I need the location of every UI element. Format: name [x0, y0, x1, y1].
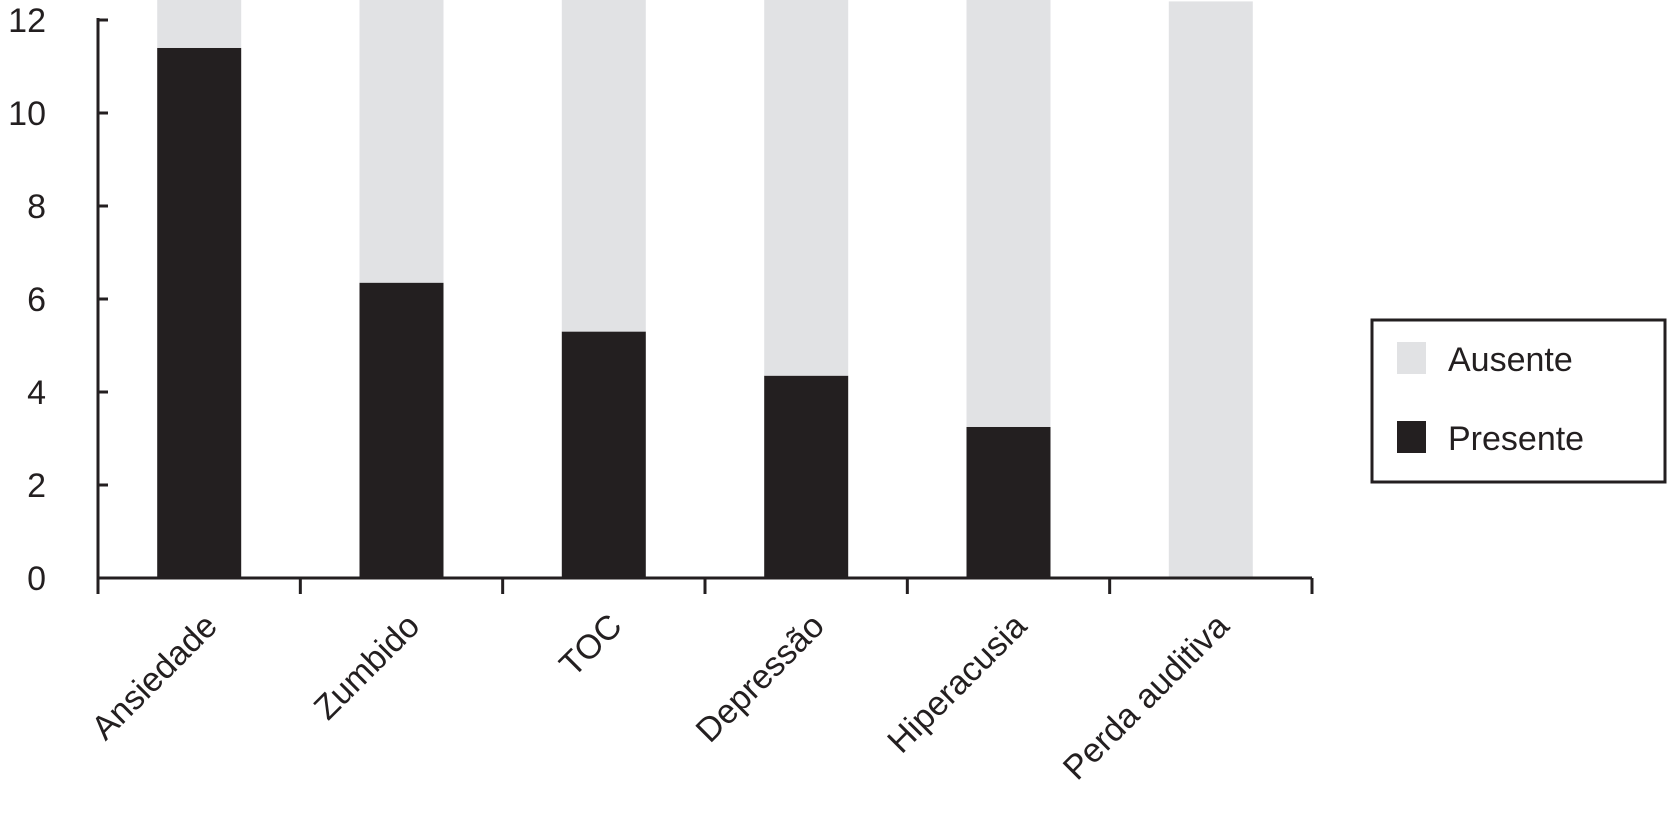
bar-ausente-ansiedade [157, 0, 242, 48]
bars-group [157, 0, 1253, 578]
bar-ausente-zumbido [359, 0, 444, 283]
legend-swatch-ausente [1397, 342, 1426, 374]
legend-swatch-presente [1397, 421, 1426, 453]
x-tick-label-depressao: Depressão [689, 607, 832, 750]
legend: Ausente Presente [1370, 318, 1667, 484]
y-tick-label-4: 4 [27, 374, 46, 412]
x-axis: Ansiedade Zumbido TOC Depressão Hiperacusia P… [84, 576, 1314, 788]
x-tick-label-perda-auditiva: Perda auditiva [1056, 607, 1237, 788]
bar-presente-hiperacusia [966, 426, 1051, 578]
y-tick-label-12: 12 [8, 2, 46, 40]
x-tick-label-toc: TOC [552, 607, 629, 684]
y-axis: 0 2 4 6 8 10 12 [8, 2, 108, 598]
bar-presente-depressao [764, 375, 849, 578]
bar-ausente-depressao [764, 0, 849, 376]
legend-label-presente: Presente [1448, 420, 1584, 458]
x-tick-label-hiperacusia: Hiperacusia [880, 607, 1034, 761]
x-tick-label-zumbido: Zumbido [307, 607, 427, 727]
y-tick-label-6: 6 [27, 281, 46, 319]
bar-ausente-hiperacusia [966, 0, 1051, 427]
legend-label-ausente: Ausente [1448, 341, 1573, 379]
y-tick-label-2: 2 [27, 467, 46, 505]
bar-ausente-perda-auditiva [1168, 1, 1253, 578]
bar-presente-ansiedade [157, 47, 242, 578]
bar-presente-zumbido [359, 282, 444, 578]
x-tick-label-ansiedade: Ansiedade [84, 607, 224, 747]
y-tick-label-8: 8 [27, 188, 46, 226]
y-tick-label-10: 10 [8, 95, 46, 133]
bar-ausente-toc [561, 0, 646, 332]
y-tick-label-0: 0 [27, 560, 46, 598]
bar-presente-toc [561, 331, 646, 578]
